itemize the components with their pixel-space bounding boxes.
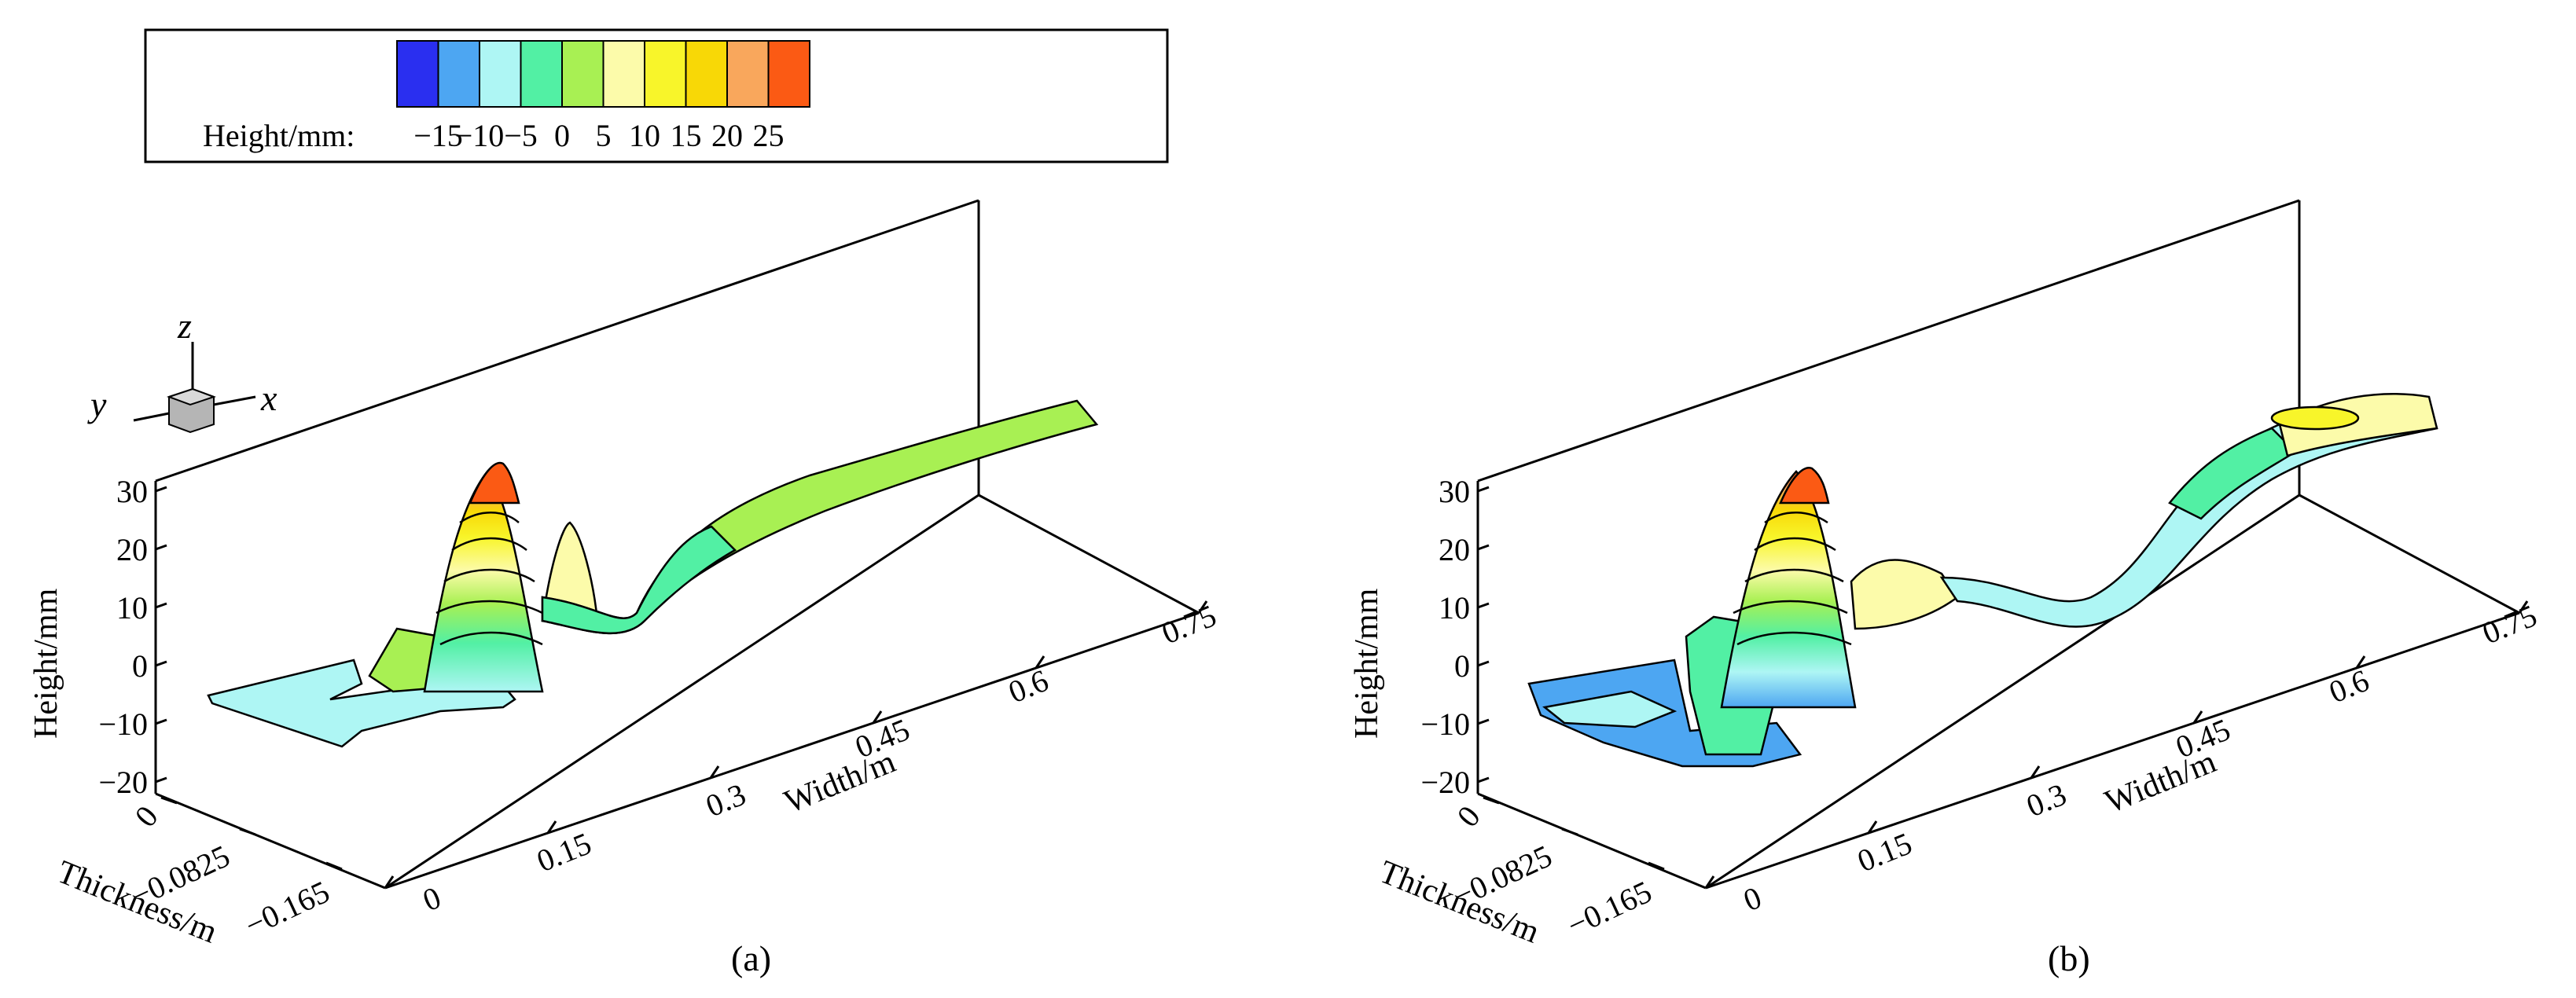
z-tick-label: −10 [98,706,148,742]
z-axis-label-a: Height/mm [28,588,64,739]
width-axis-label-a: Width/m [780,743,901,820]
width-tick: 0.15 [1853,825,1917,879]
triad-y-label: y [87,384,107,424]
width-tick: 0.3 [701,776,751,824]
legend-swatch [726,40,770,108]
width-tick: 0.75 [1157,597,1222,651]
z-tick-label: 10 [1439,590,1470,626]
plot-box-a [154,199,1200,890]
width-tick: 0 [1739,879,1766,918]
legend-tick-label: 5 [596,118,612,153]
width-tick: 0 [418,879,446,918]
z-tick-mark [155,544,167,551]
z-tick-label: 10 [116,590,148,626]
z-tick-mark [1477,486,1490,493]
z-tick-label: −20 [98,765,148,800]
z-tick-label: 20 [1439,532,1470,567]
surface-crest-b [2270,405,2360,431]
z-tick-mark [1477,776,1490,783]
surface-base-light-b [1542,690,1678,728]
legend-swatch [437,40,480,108]
z-tick-label: 20 [116,532,148,567]
surface-a [207,399,1099,748]
legend-swatches [396,40,810,108]
surface-peak-top-a [469,461,520,505]
surface-peak-b [1720,470,1857,709]
legend-swatch [602,40,645,108]
legend-tick-label: 20 [711,118,743,153]
legend-label: Height/mm: [203,118,355,153]
legend-swatch [479,40,522,108]
z-tick-mark [155,718,167,725]
z-tick-mark [155,660,167,667]
z-tick-label: −20 [1420,765,1470,800]
z-axis-label-b: Height/mm [1349,588,1385,739]
thickness-tick: 0 [127,799,164,834]
width-tick: 0.6 [2324,662,2374,710]
triad-x-label: x [260,378,277,418]
surface-peak-a [423,469,544,693]
width-axis-label-b: Width/m [2100,743,2221,820]
surface-base-a [207,659,516,748]
thickness-tick: −0.165 [1562,874,1657,943]
surface-peak-top-b [1779,467,1830,505]
z-tick-label: 0 [132,648,148,684]
surface-tail-a [541,399,1099,635]
legend-swatch [685,40,728,108]
legend-tick-label: 0 [554,118,570,153]
width-tick: 0.3 [2022,776,2071,824]
axis-triad: z y x [87,306,277,434]
z-tick-label: 30 [116,474,148,509]
color-legend: Height/mm: −15−10 −5 0 5 10 15 20 25 [144,28,1169,163]
z-tick-mark [155,602,167,609]
legend-swatch [644,40,687,108]
z-tick-mark [1477,544,1490,551]
plot-box-b [1476,199,2520,890]
z-tick-mark [155,486,167,493]
panel-label-b: (b) [2048,938,2090,978]
legend-swatch [767,40,810,108]
legend-tick-label: 10 [629,118,660,153]
z-tick-label: −10 [1420,706,1470,742]
z-axis-a: 30 20 10 0 −10 −20 [98,474,167,800]
surface-b [1527,393,2438,768]
legend-tick-label: −15 [413,118,463,153]
z-tick-mark [1477,602,1490,609]
panel-label-a: (a) [731,938,771,978]
legend-swatch [561,40,604,108]
thickness-tick: 0 [1450,799,1486,834]
z-tick-mark [155,776,167,783]
legend-tick-label: 15 [671,118,702,153]
z-tick-label: 30 [1439,474,1470,509]
width-tick: 0.15 [532,825,597,879]
z-tick-mark [1477,718,1490,725]
thickness-axis-b: 0 −0.0825 −0.165 Thickness/m [1374,796,1665,951]
legend-tick-label: 25 [753,118,785,153]
surface-tail-low-a [541,525,737,635]
legend-swatch [520,40,563,108]
legend-tick-labels: −15−10 −5 0 5 10 15 20 25 [413,118,784,153]
z-tick-mark [1477,660,1490,667]
legend-tick-label: −5 [504,118,538,153]
legend-tick-label: −10 [455,118,505,153]
thickness-axis-a: 0 −0.0825 −0.165 Thickness/m [52,796,343,951]
panel-a: z y x 30 20 10 0 −10 −20 Height/mm 0 −0.0825 … [28,199,1222,978]
z-tick-label: 0 [1454,648,1470,684]
triad-z-label: z [177,306,192,346]
width-tick: 0.6 [1004,662,1053,710]
legend-swatch [396,40,439,108]
surface-ridge-right-b [1850,559,1959,630]
width-tick: 0.75 [2478,597,2542,651]
surface-ridge-right-a [541,521,599,622]
z-axis-b: 30 20 10 0 −10 −20 [1420,474,1490,800]
thickness-tick: −0.165 [240,874,335,943]
panel-b: 30 20 10 0 −10 −20 Height/mm 0 −0.0825 −0.165… [1349,199,2542,978]
